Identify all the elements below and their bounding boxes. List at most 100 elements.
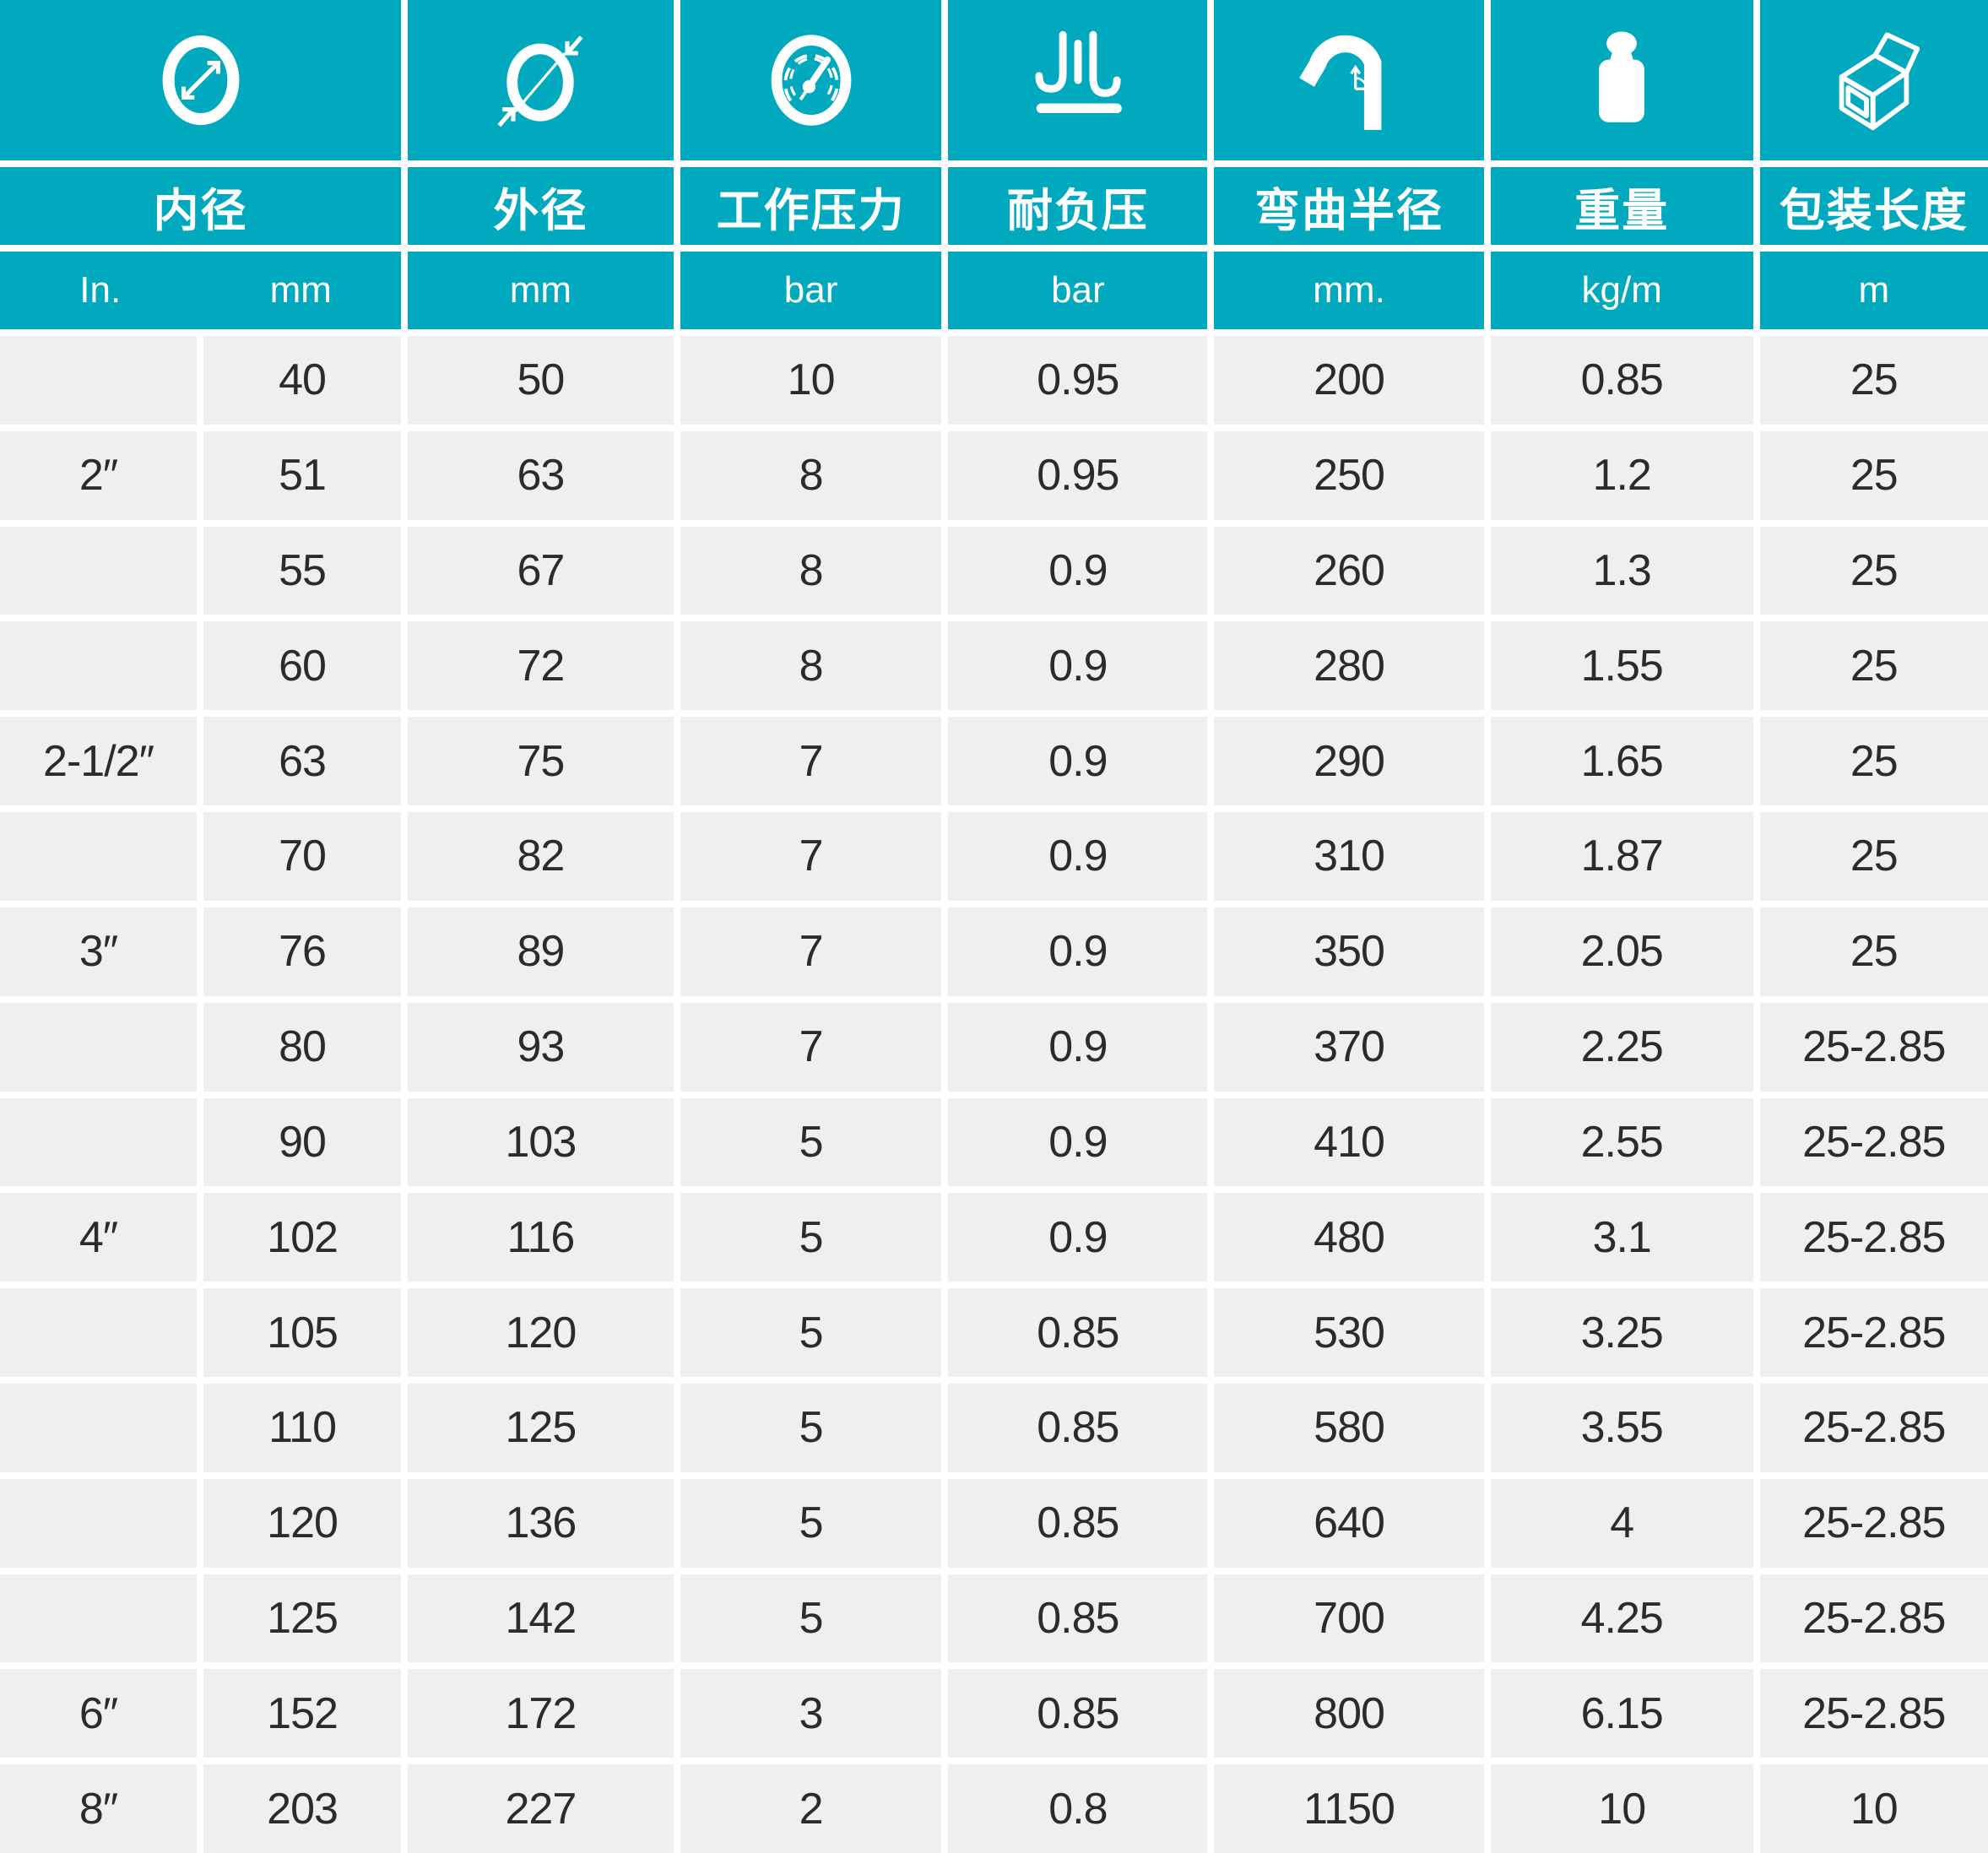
table-cell: 0.9 (948, 1097, 1208, 1187)
unit-cell-outer-diameter: mm (408, 252, 674, 329)
table-cell: 350 (1214, 907, 1484, 996)
table-cell: 0.95 (948, 336, 1208, 425)
unit-label: bar (783, 269, 838, 311)
table-cell: 110 (203, 1383, 402, 1472)
table-cell: 50 (408, 336, 674, 425)
table-cell: 25 (1759, 526, 1988, 615)
cell-inches: 6″ (0, 1669, 198, 1758)
cell-inches (0, 1478, 198, 1568)
table-cell: 1.3 (1490, 526, 1753, 615)
header-icon-cell (1759, 0, 1988, 160)
table-cell: 0.9 (948, 1002, 1208, 1092)
header-icon-cell (0, 0, 402, 160)
table-cell: 290 (1214, 717, 1484, 806)
table-cell: 70 (203, 812, 402, 901)
table-cell: 2.25 (1490, 1002, 1753, 1092)
table-cell: 116 (408, 1193, 674, 1282)
table-cell: 93 (408, 1002, 674, 1092)
unit-label: m (1858, 269, 1890, 311)
unit-inches: In. (79, 269, 122, 311)
table-cell: 25 (1759, 907, 1988, 996)
table-cell: 2.05 (1490, 907, 1753, 996)
cell-inches: 2-1/2″ (0, 717, 198, 806)
table-cell: 8 (680, 621, 942, 711)
column-header-outer-diameter: 外径 (408, 167, 674, 245)
column-header-vacuum-resistance: 耐负压 (948, 167, 1208, 245)
unit-cell-working-pressure: bar (680, 252, 942, 329)
table-cell: 72 (408, 621, 674, 711)
cell-inches (0, 526, 198, 615)
unit-cell-inner-diameter: In. mm (0, 252, 402, 329)
table-cell: 260 (1214, 526, 1484, 615)
table-cell: 102 (203, 1193, 402, 1282)
table-cell: 480 (1214, 1193, 1484, 1282)
table-cell: 125 (203, 1574, 402, 1663)
cell-inches (0, 336, 198, 425)
inner-diameter-icon (147, 26, 255, 134)
unit-cell-bend-radius: mm. (1214, 252, 1484, 329)
table-cell: 25 (1759, 621, 1988, 711)
table-cell: 3.55 (1490, 1383, 1753, 1472)
table-cell: 5 (680, 1574, 942, 1663)
column-header-inner-diameter: 内径 (0, 167, 402, 245)
table-cell: 0.85 (948, 1574, 1208, 1663)
table-cell: 25-2.85 (1759, 1669, 1988, 1758)
table-cell: 10 (680, 336, 942, 425)
table-cell: 89 (408, 907, 674, 996)
table-cell: 55 (203, 526, 402, 615)
column-header-package-length: 包装长度 (1759, 167, 1988, 245)
header-icon-cell (948, 0, 1208, 160)
vacuum-resistance-icon (1024, 26, 1132, 134)
table-cell: 7 (680, 717, 942, 806)
header-icon-cell (1214, 0, 1484, 160)
table-cell: 1.2 (1490, 431, 1753, 520)
table-cell: 0.95 (948, 431, 1208, 520)
unit-label: kg/m (1581, 269, 1662, 311)
table-cell: 203 (203, 1764, 402, 1853)
table-cell: 10 (1759, 1764, 1988, 1853)
table-cell: 3.25 (1490, 1288, 1753, 1377)
table-cell: 25 (1759, 812, 1988, 901)
column-header-label: 工作压力 (716, 185, 906, 236)
table-cell: 75 (408, 717, 674, 806)
table-cell: 63 (203, 717, 402, 806)
table-cell: 0.9 (948, 812, 1208, 901)
column-header-label: 重量 (1574, 185, 1670, 236)
table-cell: 1150 (1214, 1764, 1484, 1853)
table-cell: 5 (680, 1097, 942, 1187)
table-cell: 63 (408, 431, 674, 520)
table-cell: 5 (680, 1478, 942, 1568)
table-cell: 7 (680, 812, 942, 901)
table-cell: 120 (203, 1478, 402, 1568)
table-cell: 0.85 (948, 1669, 1208, 1758)
table-cell: 152 (203, 1669, 402, 1758)
table-cell: 51 (203, 431, 402, 520)
cell-inches: 2″ (0, 431, 198, 520)
table-cell: 700 (1214, 1574, 1484, 1663)
table-cell: 1.55 (1490, 621, 1753, 711)
table-cell: 8 (680, 431, 942, 520)
table-cell: 142 (408, 1574, 674, 1663)
table-cell: 25-2.85 (1759, 1383, 1988, 1472)
header-icon-cell (680, 0, 942, 160)
table-cell: 8 (680, 526, 942, 615)
table-cell: 60 (203, 621, 402, 711)
table-cell: 25-2.85 (1759, 1288, 1988, 1377)
table-cell: 0.85 (948, 1478, 1208, 1568)
column-header-label: 耐负压 (1006, 185, 1149, 236)
table-cell: 530 (1214, 1288, 1484, 1377)
table-cell: 67 (408, 526, 674, 615)
table-cell: 280 (1214, 621, 1484, 711)
cell-inches (0, 1097, 198, 1187)
column-header-label: 外径 (493, 185, 588, 236)
table-cell: 640 (1214, 1478, 1484, 1568)
cell-inches: 3″ (0, 907, 198, 996)
table-cell: 5 (680, 1288, 942, 1377)
unit-mm: mm (269, 269, 332, 311)
outer-diameter-icon (486, 26, 594, 134)
table-cell: 0.9 (948, 526, 1208, 615)
table-cell: 103 (408, 1097, 674, 1187)
table-cell: 250 (1214, 431, 1484, 520)
column-header-weight: 重量 (1490, 167, 1753, 245)
